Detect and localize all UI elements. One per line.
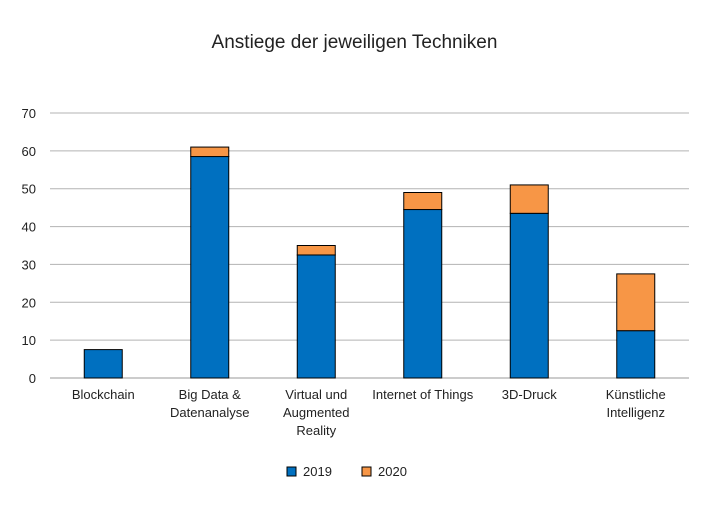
legend-label: 2020	[378, 464, 407, 479]
y-tick-label: 50	[22, 182, 36, 197]
y-tick-label: 60	[22, 144, 36, 159]
bar-2019-3	[403, 209, 443, 379]
x-tick-label: 3D-Druck	[502, 387, 557, 402]
x-tick-label: Big Data &	[179, 387, 241, 402]
x-tick-label: Virtual und	[285, 387, 347, 402]
bar-2020-4	[509, 184, 549, 214]
x-tick-label: Künstliche	[606, 387, 666, 402]
chart-title: Anstiege der jeweiligen Techniken	[211, 32, 498, 53]
x-tick-label: Datenanalyse	[170, 405, 250, 420]
bar-2019-2	[296, 254, 336, 379]
bar-2020-3	[403, 192, 443, 211]
legend-swatch-2019	[286, 466, 297, 477]
y-tick-label: 10	[22, 333, 36, 348]
y-tick-label: 70	[22, 106, 36, 121]
bar-2019-4	[509, 212, 549, 379]
x-tick-label: Intelligenz	[606, 405, 665, 420]
y-tick-label: 40	[22, 220, 36, 235]
y-tick-label: 0	[29, 371, 36, 386]
x-tick-label: Blockchain	[72, 387, 135, 402]
x-tick-label: Augmented	[283, 405, 350, 420]
bar-2020-5	[616, 273, 656, 332]
bar-2019-1	[190, 156, 230, 379]
y-tick-label: 30	[22, 257, 36, 272]
x-tick-label: Reality	[296, 423, 336, 438]
bar-2020-1	[190, 146, 230, 158]
bar-2020-2	[296, 245, 336, 256]
legend-swatch-2020	[361, 466, 372, 477]
y-tick-label: 20	[22, 295, 36, 310]
bar-2019-5	[616, 330, 656, 379]
legend-label: 2019	[303, 464, 332, 479]
bar-2019-0	[83, 349, 123, 379]
x-tick-label: Internet of Things	[372, 387, 473, 402]
